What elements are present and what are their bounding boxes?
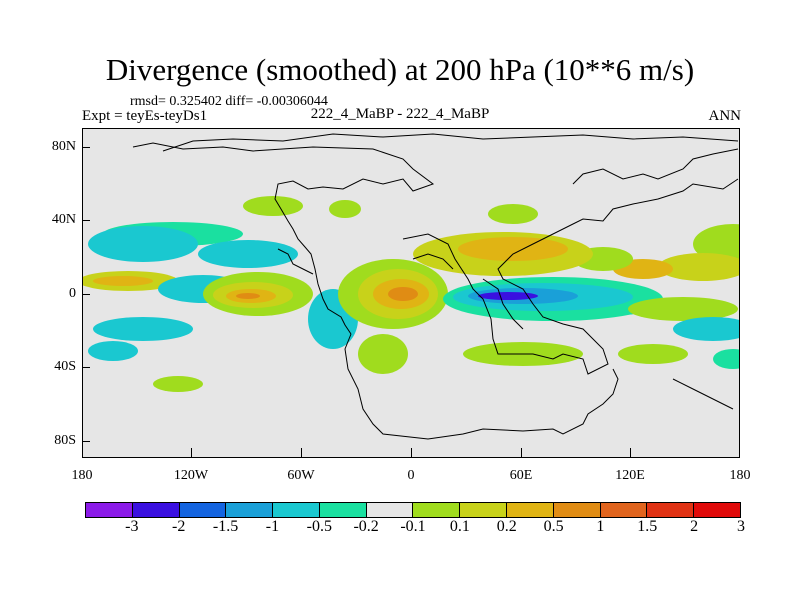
colorbar-swatch: [319, 503, 367, 517]
x-label: 180: [729, 468, 751, 483]
colorbar-label: -1.5: [212, 518, 239, 535]
y-tick: [82, 367, 90, 368]
colorbar-swatch: [132, 503, 180, 517]
case-label: 222_4_MaBP - 222_4_MaBP: [310, 106, 490, 122]
colorbar-swatch: [86, 503, 133, 517]
x-tick: [630, 448, 631, 457]
x-tick: [301, 448, 302, 457]
colorbar-label: 0.5: [543, 518, 564, 535]
colorbar-swatch: [507, 503, 554, 517]
map-panel: [82, 128, 740, 458]
y-label-80s: 80S: [54, 433, 76, 448]
y-label-40n: 40N: [51, 212, 76, 227]
x-label: 0: [407, 468, 415, 483]
colorbar-label: 2: [690, 518, 699, 535]
y-label-40s: 40S: [54, 359, 76, 374]
continent-outlines: [132, 133, 739, 440]
colorbar-label: -0.1: [400, 518, 426, 535]
colorbar-label: -1: [265, 518, 280, 535]
y-tick: [82, 441, 90, 442]
colorbar-swatch: [366, 503, 414, 517]
colorbar-label: -2: [172, 518, 186, 535]
colorbar: [85, 502, 741, 518]
colorbar-label: -0.5: [306, 518, 332, 535]
colorbar-label: 0.1: [449, 518, 470, 535]
y-tick: [82, 294, 90, 295]
colorbar-swatch: [273, 503, 320, 517]
x-label: 180: [71, 468, 93, 483]
colorbar-label: 1.5: [637, 518, 658, 535]
colorbar-swatch: [460, 503, 508, 517]
colorbar-swatch: [694, 503, 740, 517]
colorbar-swatch: [600, 503, 648, 517]
colorbar-swatch: [179, 503, 227, 517]
colorbar-swatch: [226, 503, 274, 517]
experiment-label: Expt = teyEs-teyDs1: [82, 108, 208, 124]
x-label: 60E: [509, 468, 533, 483]
y-tick: [82, 220, 90, 221]
plot-title: Divergence (smoothed) at 200 hPa (10**6 …: [105, 52, 695, 87]
colorbar-label: -0.2: [353, 518, 379, 535]
colorbar-swatch: [647, 503, 695, 517]
y-tick: [82, 147, 90, 148]
colorbar-label: 0.2: [496, 518, 517, 535]
x-tick: [521, 448, 522, 457]
colorbar-swatch: [553, 503, 601, 517]
colorbar-label: 3: [737, 518, 745, 535]
x-tick: [411, 448, 412, 457]
x-label: 120E: [615, 468, 645, 483]
contour-fields: [83, 196, 739, 392]
season-label: ANN: [708, 108, 742, 124]
colorbar-label: 1: [596, 518, 605, 535]
x-tick: [191, 448, 192, 457]
colorbar-swatch: [413, 503, 461, 517]
x-label: 120W: [173, 468, 209, 483]
colorbar-label: -3: [125, 518, 139, 535]
y-label-80n: 80N: [51, 139, 76, 154]
stats-line: rmsd= 0.325402 diff= -0.00306044: [130, 94, 328, 109]
y-label-0: 0: [69, 286, 76, 301]
map-canvas: [83, 133, 739, 440]
x-label: 60W: [287, 468, 315, 483]
